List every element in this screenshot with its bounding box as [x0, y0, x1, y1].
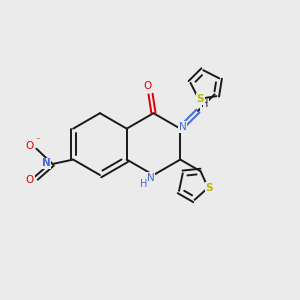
Text: O: O: [143, 81, 151, 91]
Text: S: S: [196, 94, 204, 104]
Text: ⁻: ⁻: [35, 136, 40, 145]
Text: O: O: [26, 141, 34, 151]
Text: N: N: [179, 122, 187, 132]
Text: O: O: [26, 176, 34, 185]
Text: H: H: [201, 100, 208, 110]
Text: N: N: [42, 158, 50, 168]
Text: N: N: [147, 173, 154, 183]
Text: S: S: [206, 183, 213, 193]
Text: H: H: [140, 179, 147, 190]
